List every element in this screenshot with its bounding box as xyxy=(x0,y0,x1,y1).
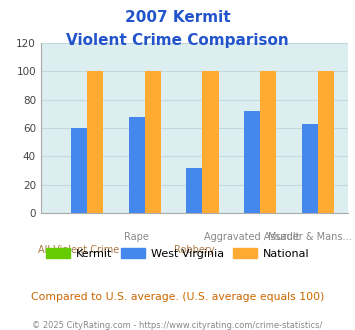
Bar xyxy=(318,71,334,213)
Bar xyxy=(244,111,260,213)
Text: Rape: Rape xyxy=(124,232,149,242)
Text: Aggravated Assault: Aggravated Assault xyxy=(204,232,300,242)
Text: All Violent Crime: All Violent Crime xyxy=(38,245,120,255)
Text: Violent Crime Comparison: Violent Crime Comparison xyxy=(66,33,289,48)
Text: © 2025 CityRating.com - https://www.cityrating.com/crime-statistics/: © 2025 CityRating.com - https://www.city… xyxy=(32,321,323,330)
Bar xyxy=(145,71,161,213)
Text: Murder & Mans...: Murder & Mans... xyxy=(268,232,351,242)
Bar xyxy=(87,71,103,213)
Legend: Kermit, West Virginia, National: Kermit, West Virginia, National xyxy=(41,244,314,263)
Bar xyxy=(260,71,276,213)
Text: Compared to U.S. average. (U.S. average equals 100): Compared to U.S. average. (U.S. average … xyxy=(31,292,324,302)
Text: 2007 Kermit: 2007 Kermit xyxy=(125,10,230,25)
Bar xyxy=(186,168,202,213)
Text: Robbery: Robbery xyxy=(174,245,215,255)
Bar xyxy=(302,124,318,213)
Bar xyxy=(129,116,145,213)
Bar xyxy=(71,128,87,213)
Bar xyxy=(202,71,219,213)
